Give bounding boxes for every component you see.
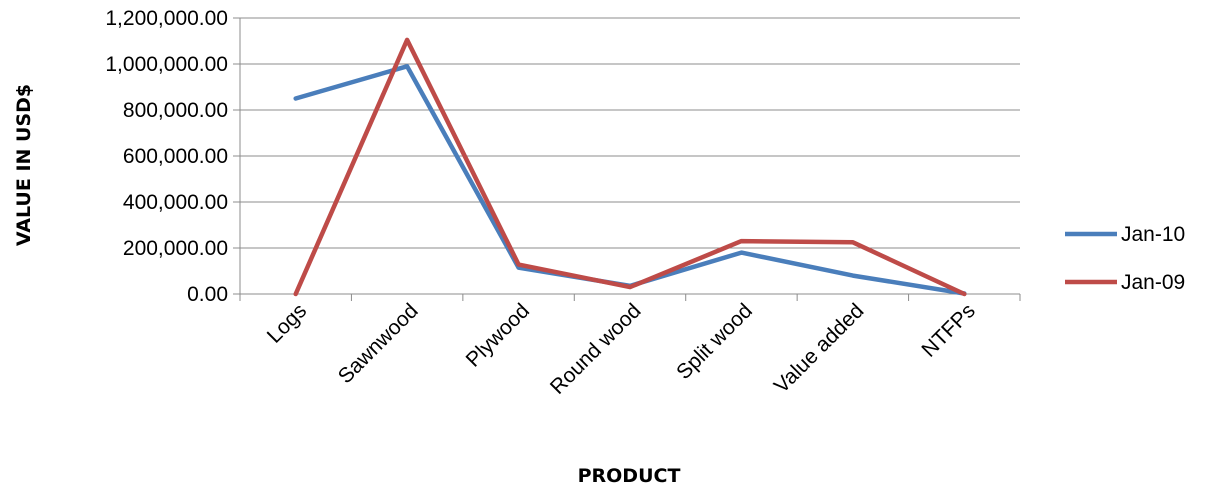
legend: Jan-10 Jan-09 [1065,223,1185,294]
y-tick-label: 400,000.00 [123,191,228,214]
y-tick-label: 600,000.00 [123,145,228,168]
y-axis-title: VALUE IN USD$ [13,84,35,246]
x-tick-label: Sawnwood [334,299,423,388]
y-tick-labels: 0.00 200,000.00 400,000.00 600,000.00 800,00… [105,7,228,306]
x-axis-title: PRODUCT [578,465,681,487]
x-tick-label: Round wood [546,299,646,399]
x-tick-label: Plywood [462,299,534,371]
legend-label: Jan-09 [1121,271,1185,294]
axes [233,17,1021,301]
series-line-jan-10 [293,64,967,296]
y-tick-label: 1,000,000.00 [105,53,228,76]
series-layer [293,37,967,297]
x-tick-label: Value added [770,299,869,398]
y-tick-label: 1,200,000.00 [105,7,228,30]
y-tick-label: 0.00 [187,283,228,306]
y-tick-label: 200,000.00 [123,237,228,260]
legend-label: Jan-10 [1121,223,1185,246]
x-tick-label: Split wood [672,299,757,384]
gridlines [240,17,1020,249]
x-tick-labels: Logs Sawnwood Plywood Round wood Split wood V… [263,299,980,399]
x-tick-label: Logs [263,299,311,347]
series-line-jan-09 [293,37,967,297]
x-tick-label: NTFPs [917,299,979,361]
y-tick-label: 800,000.00 [123,99,228,122]
